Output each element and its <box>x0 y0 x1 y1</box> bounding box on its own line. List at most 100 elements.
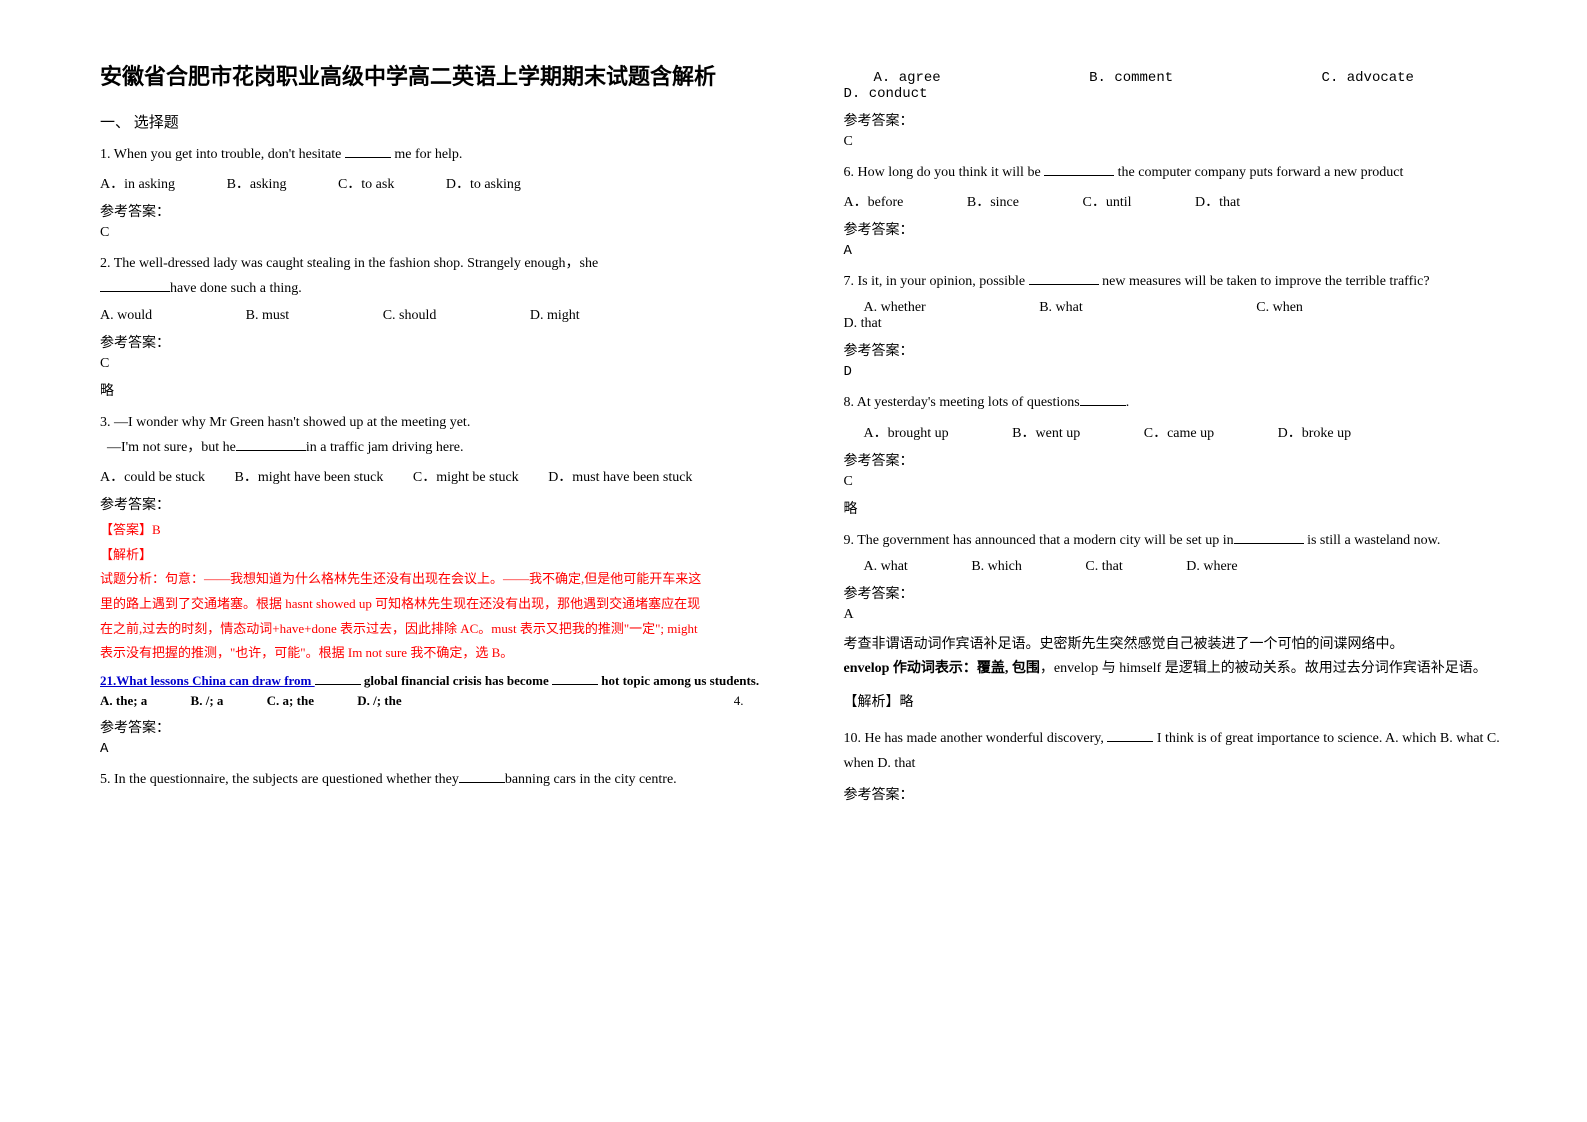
q3-explain-l4: 表示没有把握的推测，"也许，可能"。根据 Im not sure 我不确定，选 … <box>100 641 784 666</box>
blank <box>1029 270 1099 285</box>
q7-stem-a: 7. Is it, in your opinion, possible <box>844 274 1029 289</box>
doc-title: 安徽省合肥市花岗职业高级中学高二英语上学期期末试题含解析 <box>100 60 784 93</box>
q4-num: 4. <box>734 693 744 709</box>
q5-stem-b: banning cars in the city centre. <box>505 772 677 787</box>
q6-opt-a: A．before <box>844 191 904 211</box>
q8-opt-c: C．came up <box>1144 422 1214 442</box>
q7-ans: D <box>844 364 1528 380</box>
q8-opt-b: B．went up <box>1012 422 1080 442</box>
q7-opt-c: C. when <box>1256 300 1303 316</box>
q7-stem-b: new measures will be taken to improve th… <box>1099 274 1430 289</box>
q3-explain-l1: 试题分析：句意：——我想知道为什么格林先生还没有出现在会议上。——我不确定,但是… <box>100 567 784 592</box>
q2-stem-a: 2. The well-dressed lady was caught stea… <box>100 256 598 271</box>
q3-sub-d: D. /; the <box>357 693 401 709</box>
blank <box>1234 529 1304 544</box>
q8-extra: 略 <box>844 498 1528 518</box>
q3-subq-a: 21.What lessons China can draw from <box>100 673 315 688</box>
q1-ans-label: 参考答案： <box>100 201 784 221</box>
q5-ans: C <box>844 134 1528 150</box>
q3-subopts: A. the; a B. /; a C. a; the D. /; the 4. <box>100 693 784 709</box>
q1-options: A．in asking B．asking C．to ask D．to askin… <box>100 173 784 193</box>
blank <box>236 436 306 451</box>
q5-opt-d: D. conduct <box>844 86 928 102</box>
q1-opt-b: B．asking <box>227 173 287 193</box>
q8-ans-label: 参考答案： <box>844 450 1528 470</box>
blank <box>1080 391 1126 406</box>
q2-ans-label: 参考答案： <box>100 332 784 352</box>
q3-ans-label2: 参考答案： <box>100 717 784 737</box>
q8-opt-a: A．brought up <box>864 422 949 442</box>
q3-explain-l3: 在之前,过去的时刻，情态动词+have+done 表示过去，因此排除 AC。mu… <box>100 617 784 642</box>
q7-ans-label: 参考答案： <box>844 340 1528 360</box>
q9-stem-b: is still a wasteland now. <box>1304 533 1441 548</box>
q8-opt-d: D．broke up <box>1278 422 1352 442</box>
q3-sub-b: B. /; a <box>191 693 224 709</box>
blank <box>315 670 361 685</box>
q1-stem-b: me for help. <box>391 147 463 162</box>
q2-stem-b: have done such a thing. <box>170 281 302 296</box>
q6-stem: 6. How long do you think it will be the … <box>844 160 1528 185</box>
q3-stem-b: —I'm not sure，but he <box>107 440 236 455</box>
q9-opt-a: A. what <box>864 559 908 575</box>
q5-opt-b: B. comment <box>1089 70 1173 86</box>
q1-opt-c: C．to ask <box>338 173 394 193</box>
q1-opt-d: D．to asking <box>446 173 521 193</box>
q9-opt-c: C. that <box>1085 559 1122 575</box>
q7-opt-a: A. whether <box>864 300 926 316</box>
q9-stem: 9. The government has announced that a m… <box>844 528 1528 553</box>
q1-stem: 1. When you get into trouble, don't hesi… <box>100 142 784 167</box>
q7-stem: 7. Is it, in your opinion, possible new … <box>844 269 1528 294</box>
q5-stem-a: 5. In the questionnaire, the subjects ar… <box>100 772 459 787</box>
q5-opt-a: A. agree <box>874 70 941 86</box>
q9-explain3: 【解析】略 <box>844 690 1528 715</box>
q8-stem-a: 8. At yesterday's meeting lots of questi… <box>844 395 1080 410</box>
q3-stem: 3. —I wonder why Mr Green hasn't showed … <box>100 410 784 460</box>
q3-subq-b: global financial crisis has become <box>361 673 552 688</box>
q3-sub-c: C. a; the <box>267 693 314 709</box>
q9-options: A. what B. which C. that D. where <box>844 559 1528 575</box>
q7-opt-b: B. what <box>1039 300 1083 316</box>
q6-options: A．before B．since C．until D．that <box>844 191 1528 211</box>
q1-stem-a: 1. When you get into trouble, don't hesi… <box>100 147 345 162</box>
q6-stem-a: 6. How long do you think it will be <box>844 165 1045 180</box>
q9-explain: 考查非谓语动词作宾语补足语。史密斯先生突然感觉自己被装进了一个可怕的间谍网络中。… <box>844 633 1528 681</box>
q10-stem: 10. He has made another wonderful discov… <box>844 726 1528 776</box>
q8-stem: 8. At yesterday's meeting lots of questi… <box>844 390 1528 415</box>
q9-opt-d: D. where <box>1186 559 1237 575</box>
q3-stem-a: 3. —I wonder why Mr Green hasn't showed … <box>100 415 470 430</box>
blank <box>345 143 391 158</box>
q6-opt-b: B．since <box>967 191 1019 211</box>
q5-stem: 5. In the questionnaire, the subjects ar… <box>100 767 784 792</box>
q8-stem-b: . <box>1126 395 1130 410</box>
q9-explain-2a: envelop 作动词表示：覆盖, 包围 <box>844 661 1040 676</box>
q3-sub-a: A. the; a <box>100 693 147 709</box>
q3-opt-d: D．must have been stuck <box>548 466 692 486</box>
q3-opt-c: C．might be stuck <box>413 466 519 486</box>
q2-opt-c: C. should <box>383 308 437 324</box>
q2-opt-b: B. must <box>246 308 290 324</box>
q6-opt-d: D．that <box>1195 191 1240 211</box>
q3-ans-label: 参考答案： <box>100 494 784 514</box>
q3-opt-b: B．might have been stuck <box>234 466 383 486</box>
q9-ans: A <box>844 607 1528 623</box>
q5-options: A. agree B. comment C. advocate D. condu… <box>844 70 1528 102</box>
blank <box>1107 727 1153 742</box>
q2-opt-d: D. might <box>530 308 580 324</box>
q2-options: A. would B. must C. should D. might <box>100 308 784 324</box>
q3-explain-head: 【解析】 <box>100 543 784 568</box>
q10-stem-a: 10. He has made another wonderful discov… <box>844 731 1108 746</box>
q3-ans2: A <box>100 741 784 757</box>
q6-ans-label: 参考答案： <box>844 219 1528 239</box>
q1-opt-a: A．in asking <box>100 173 175 193</box>
q3-explain-l2: 里的路上遇到了交通堵塞。根据 hasnt showed up 可知格林先生现在还… <box>100 592 784 617</box>
q3-explain-ans: 【答案】B <box>100 518 784 543</box>
q1-ans: C <box>100 225 784 241</box>
q8-options: A．brought up B．went up C．came up D．broke… <box>844 422 1528 442</box>
q2-stem: 2. The well-dressed lady was caught stea… <box>100 251 784 301</box>
q9-explain-1: 考查非谓语动词作宾语补足语。史密斯先生突然感觉自己被装进了一个可怕的间谍网络中。 <box>844 637 1404 652</box>
q3-stem-c: in a traffic jam driving here. <box>306 440 464 455</box>
q2-extra: 略 <box>100 380 784 400</box>
q3-explain: 【答案】B 【解析】 试题分析：句意：——我想知道为什么格林先生还没有出现在会议… <box>100 518 784 666</box>
blank <box>1044 161 1114 176</box>
q3-options: A．could be stuck B．might have been stuck… <box>100 466 784 486</box>
